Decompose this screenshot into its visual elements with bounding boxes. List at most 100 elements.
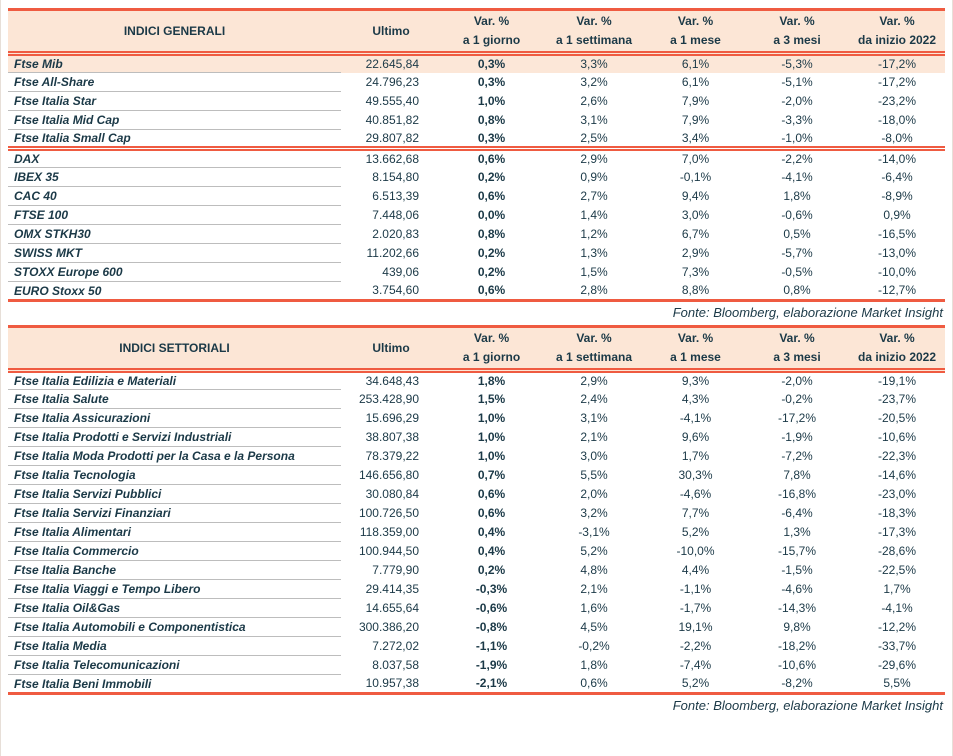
var-1-month: 7,3% [681, 265, 710, 279]
var-3-months: -2,2% [745, 146, 849, 168]
var-ytd-2022: -20,5% [877, 411, 917, 425]
var-3-months: -0,2% [781, 392, 813, 406]
var-1-week: 2,5% [580, 130, 608, 145]
last-value: 40.851,82 [365, 113, 419, 127]
var-1-month: -1,7% [679, 601, 712, 615]
column-header-var-1-month: Var. % a 1 mese [646, 326, 745, 373]
var-ytd-2022: -6,4% [881, 170, 913, 184]
var-3-months: -3,3% [781, 113, 813, 127]
var-1-month: 7,7% [681, 506, 710, 520]
table-row: SWISS MKT 11.202,66 0,2% 1,3% 2,9% -5,7%… [8, 243, 945, 263]
var-1-month: 4,3% [681, 392, 710, 406]
header-row: INDICI GENERALI Ultimo Var. % a 1 giorno… [8, 9, 945, 56]
var-1-week: 2,0% [580, 487, 608, 501]
var-1-month: -7,4% [679, 658, 712, 672]
last-value: 78.379,22 [365, 449, 419, 463]
var-ytd-2022: -14,6% [877, 468, 917, 482]
var-1-day: 0,6% [477, 487, 506, 501]
column-header-ultimo: Ultimo [341, 9, 441, 56]
var-1-day: 0,0% [477, 208, 506, 222]
var-1-day: 0,2% [477, 265, 506, 279]
var-1-week: 3,0% [580, 449, 608, 463]
var-1-day: 0,4% [477, 525, 506, 539]
last-value: 7.272,02 [372, 639, 419, 653]
table-row: Ftse Italia Servizi Finanziari 100.726,5… [8, 503, 945, 523]
table-row: Ftse Italia Automobili e Componentistica… [8, 617, 945, 637]
var-1-day: 0,6% [477, 189, 506, 203]
var-ytd-2022: -17,3% [877, 525, 917, 539]
column-header-var-3-months: Var. % a 3 mesi [745, 9, 849, 56]
var-1-week: 2,6% [580, 94, 608, 108]
var-1-day: 0,2% [477, 563, 506, 577]
table-row: Ftse Italia Servizi Pubblici 30.080,84 0… [8, 484, 945, 504]
var-1-month: -1,1% [679, 582, 712, 596]
table-row: Ftse Italia Alimentari 118.359,00 0,4% -… [8, 522, 945, 542]
last-value: 38.807,38 [365, 430, 419, 444]
column-header-var-1-week: Var. % a 1 settimana [542, 326, 646, 373]
index-name: Ftse Italia Alimentari [8, 522, 341, 542]
var-3-months: -2,0% [781, 374, 813, 389]
var-3-months: -18,2% [777, 639, 817, 653]
table-title: INDICI SETTORIALI [8, 326, 341, 373]
var-1-week: 0,9% [580, 170, 608, 184]
var-3-months: -4,1% [781, 170, 813, 184]
source-note: Fonte: Bloomberg, elaborazione Market In… [672, 698, 943, 713]
table-row: Ftse Italia Banche 7.779,90 0,2% 4,8% 4,… [8, 560, 945, 580]
var-1-day: 0,6% [441, 146, 542, 168]
column-header-var-ytd-2022: Var. % da inizio 2022 [849, 9, 945, 56]
table-row: Ftse Italia Oil&Gas 14.655,64 -0,6% 1,6%… [8, 598, 945, 618]
var-1-week: 1,3% [580, 246, 608, 260]
var-1-month: 1,7% [681, 449, 710, 463]
var-ytd-2022: -8,0% [881, 130, 913, 145]
var-ytd-2022: 1,7% [883, 582, 911, 596]
var-1-week: 3,3% [542, 53, 646, 73]
var-1-week: 2,8% [580, 283, 608, 298]
last-value: 100.726,50 [358, 506, 419, 520]
var-1-month: 5,2% [681, 676, 710, 691]
var-1-week: 2,1% [580, 582, 608, 596]
var-1-day: -0,3% [475, 582, 508, 596]
table-row: Ftse Italia Mid Cap 40.851,82 0,8% 3,1% … [8, 110, 945, 130]
last-value: 7.779,90 [372, 563, 419, 577]
var-1-month: 9,6% [681, 430, 710, 444]
var-3-months: 7,8% [783, 468, 811, 482]
var-1-day: 0,2% [477, 170, 506, 184]
var-1-month: -4,6% [679, 487, 712, 501]
indici-settoriali-body: Ftse Italia Edilizia e Materiali 34.648,… [8, 370, 945, 694]
var-1-day: 0,8% [477, 113, 506, 127]
table-row: CAC 40 6.513,39 0,6% 2,7% 9,4% 1,8% -8,9… [8, 186, 945, 206]
var-3-months: -15,7% [777, 544, 817, 558]
index-name: Ftse Italia Moda Prodotti per la Casa e … [8, 446, 341, 466]
indici-generali-header: INDICI GENERALI Ultimo Var. % a 1 giorno… [8, 9, 945, 56]
index-name: Ftse Italia Mid Cap [8, 110, 341, 130]
var-1-week: 0,6% [580, 676, 608, 691]
table-row: Ftse Mib 22.645,84 0,3% 3,3% 6,1% -5,3% … [8, 53, 945, 73]
var-1-day: 1,8% [477, 374, 506, 389]
last-value: 15.696,29 [365, 411, 419, 425]
var-1-month: 2,9% [681, 246, 710, 260]
var-ytd-2022: -10,6% [877, 430, 917, 444]
index-name: OMX STKH30 [8, 224, 341, 244]
last-value: 253.428,90 [358, 392, 419, 406]
var-1-month: 8,8% [681, 283, 710, 298]
var-1-week: 3,2% [580, 75, 608, 89]
var-3-months: 9,8% [783, 620, 811, 634]
index-name: EURO Stoxx 50 [8, 281, 341, 301]
index-name: STOXX Europe 600 [8, 262, 341, 282]
var-1-month: -10,0% [676, 544, 715, 558]
table-row: IBEX 35 8.154,80 0,2% 0,9% -0,1% -4,1% -… [8, 167, 945, 187]
var-1-week: 2,9% [580, 374, 608, 389]
column-header-var-1-day: Var. % a 1 giorno [441, 326, 542, 373]
last-value: 8.154,80 [372, 170, 419, 184]
last-value: 300.386,20 [358, 620, 419, 634]
var-ytd-2022: -22,3% [877, 449, 917, 463]
column-header-ultimo: Ultimo [341, 326, 441, 373]
var-1-week: 2,9% [542, 146, 646, 168]
last-value: 439,06 [382, 265, 419, 279]
indici-settoriali-table: INDICI SETTORIALI Ultimo Var. % a 1 gior… [8, 325, 945, 695]
index-name: Ftse Italia Commercio [8, 541, 341, 561]
var-ytd-2022: 0,9% [883, 208, 911, 222]
var-1-week: 1,8% [580, 658, 608, 672]
index-name: Ftse Italia Edilizia e Materiali [8, 370, 341, 390]
column-header-var-1-month: Var. % a 1 mese [646, 9, 745, 56]
